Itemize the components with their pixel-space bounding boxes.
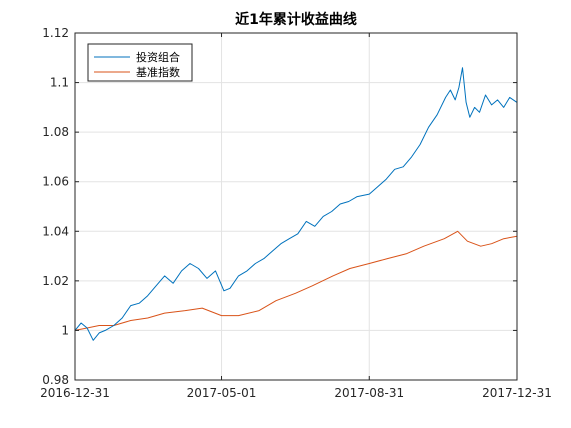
chart-title: 近1年累计收益曲线	[235, 11, 357, 28]
x-tick-label: 2017-05-01	[187, 386, 257, 400]
y-tick-label: 1.1	[50, 76, 69, 90]
legend-label: 投资组合	[136, 50, 180, 64]
legend-box	[87, 43, 193, 82]
x-tick-label: 2017-12-31	[482, 386, 552, 400]
y-tick-label: 1.02	[42, 274, 69, 288]
y-tick-label: 1.04	[42, 224, 69, 238]
y-axis-tick-labels: 0.98 1 1.02 1.04 1.06 1.08 1.1 1.12	[42, 26, 69, 387]
y-tick-label: 1	[61, 323, 69, 337]
y-tick-label: 0.98	[42, 373, 69, 387]
legend-label: 基准指数	[136, 65, 180, 79]
y-tick-label: 1.12	[42, 26, 69, 40]
x-tick-label: 2017-08-31	[334, 386, 404, 400]
x-axis-tick-labels: 2016-12-31 2017-05-01 2017-08-31 2017-12-31	[40, 386, 552, 400]
series-line	[74, 230, 518, 331]
grid-lines	[75, 33, 517, 380]
y-tick-label: 1.08	[42, 125, 69, 139]
series-lines	[74, 67, 518, 341]
axis-ticks	[74, 32, 518, 381]
x-tick-label: 2016-12-31	[40, 386, 110, 400]
axes-box	[74, 32, 518, 381]
series-line	[74, 67, 518, 341]
y-tick-label: 1.06	[42, 175, 69, 189]
